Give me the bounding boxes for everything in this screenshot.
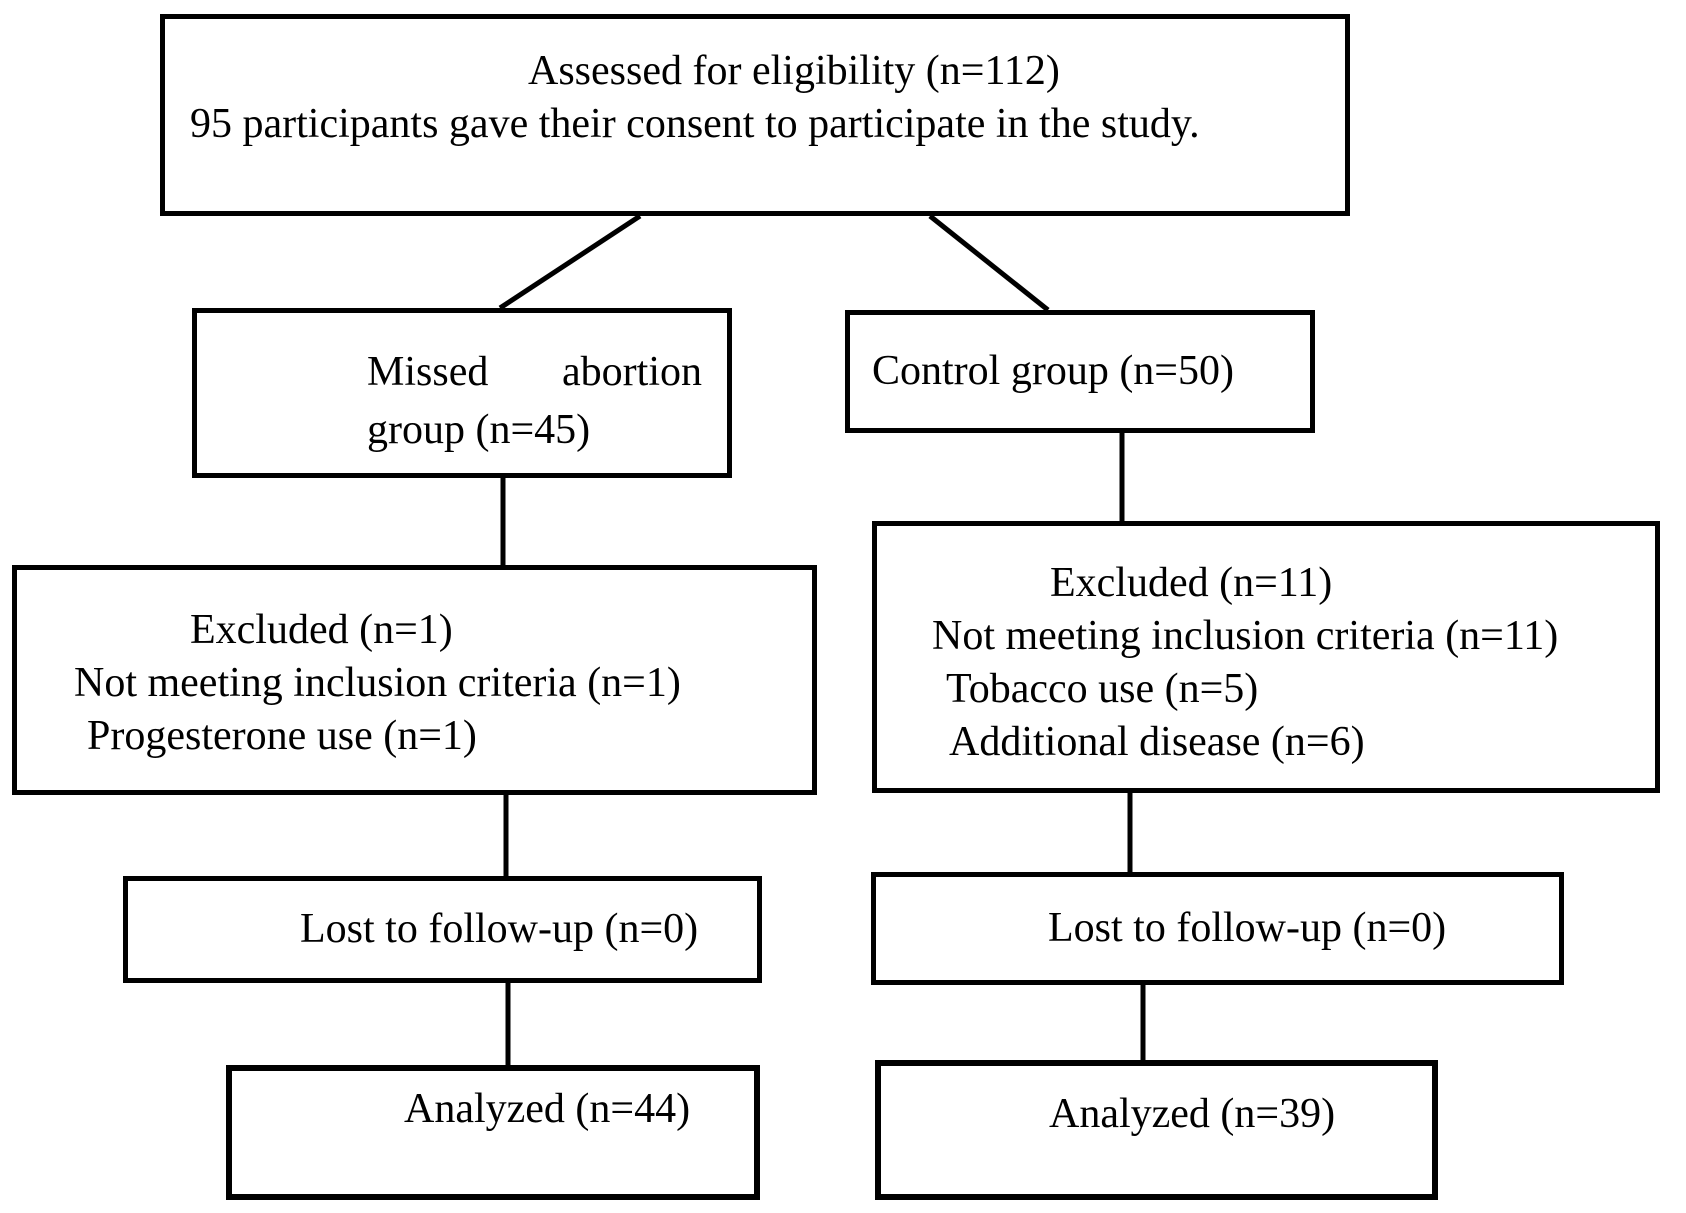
assessed-eligibility-box: Assessed for eligibility (n=112) 95 part… — [160, 14, 1350, 216]
control-group-box: Control group (n=50) — [845, 310, 1315, 433]
excluded-line: Excluded (n=11) — [1050, 560, 1333, 606]
missed-group-analyzed-box: Analyzed (n=44) — [226, 1065, 760, 1200]
assessed-line-2: 95 participants gave their consent to pa… — [190, 101, 1200, 147]
edge-assessed-to-control-diagonal — [928, 214, 1050, 312]
progesterone-use-line: Progesterone use (n=1) — [87, 713, 477, 759]
additional-disease-line: Additional disease (n=6) — [949, 719, 1365, 765]
control-group-excluded-box: Excluded (n=11) Not meeting inclusion cr… — [872, 521, 1660, 793]
lost-to-follow-up-label: Lost to follow-up (n=0) — [300, 906, 699, 952]
assessed-line-1: Assessed for eligibility (n=112) — [528, 48, 1060, 94]
missed-group-excluded-box: Excluded (n=1) Not meeting inclusion cri… — [12, 565, 817, 795]
control-group-lost-to-follow-up-box: Lost to follow-up (n=0) — [871, 872, 1564, 985]
edge-assessed-to-missed-diagonal — [498, 213, 642, 311]
missed-group-lost-to-follow-up-box: Lost to follow-up (n=0) — [123, 876, 762, 983]
tobacco-use-line: Tobacco use (n=5) — [946, 666, 1259, 712]
analyzed-label: Analyzed (n=44) — [404, 1086, 691, 1132]
control-group-label: Control group (n=50) — [872, 348, 1234, 394]
missed-abortion-group-label: Missed abortion group (n=45) — [367, 349, 702, 453]
not-meeting-criteria-line: Not meeting inclusion criteria (n=1) — [74, 660, 681, 706]
excluded-line: Excluded (n=1) — [190, 607, 453, 653]
missed-abortion-group-box: Missed abortion group (n=45) — [192, 308, 732, 478]
analyzed-label: Analyzed (n=39) — [1049, 1091, 1336, 1137]
lost-to-follow-up-label: Lost to follow-up (n=0) — [1048, 905, 1447, 951]
control-group-analyzed-box: Analyzed (n=39) — [875, 1060, 1438, 1200]
not-meeting-criteria-line: Not meeting inclusion criteria (n=11) — [932, 613, 1559, 659]
